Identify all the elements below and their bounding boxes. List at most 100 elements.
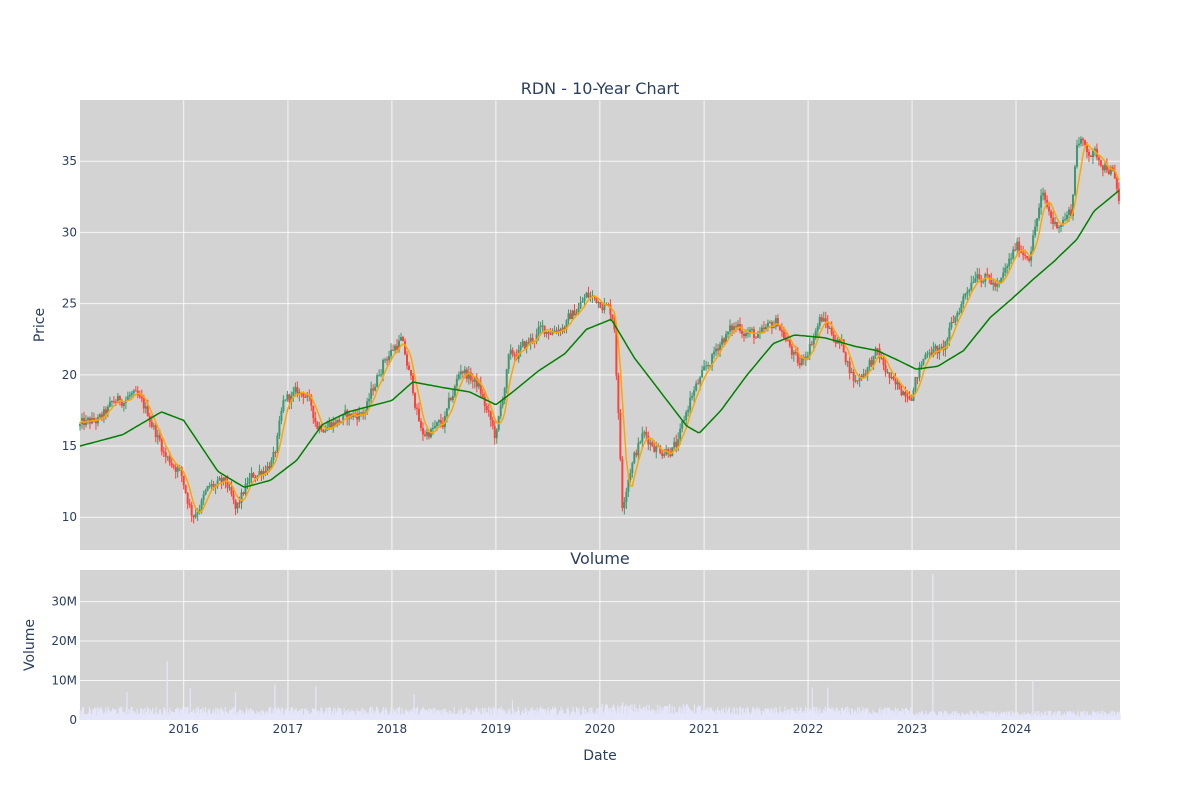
volume-bar: [987, 712, 989, 720]
volume-bar: [752, 707, 754, 720]
volume-bar: [506, 714, 508, 720]
volume-bar: [1014, 712, 1016, 720]
volume-bar: [309, 713, 311, 720]
volume-bar: [197, 706, 199, 720]
volume-bar: [824, 706, 826, 720]
volume-bar: [875, 712, 878, 720]
candle: [565, 319, 568, 334]
volume-bar: [488, 714, 490, 720]
candle-body: [1115, 178, 1118, 189]
candle-body: [693, 390, 696, 396]
candle-body: [513, 354, 516, 356]
volume-bar: [927, 715, 929, 720]
volume-bar: [193, 709, 195, 720]
candle-body: [874, 348, 877, 356]
candle-body: [523, 341, 526, 349]
candle-body: [238, 502, 241, 504]
volume-bar: [317, 710, 320, 720]
volume-bar: [621, 705, 623, 720]
volume-bar: [121, 706, 123, 720]
candle-body: [262, 471, 265, 476]
volume-bar: [536, 707, 538, 720]
volume-bar: [586, 713, 588, 720]
volume-bar: [609, 711, 611, 720]
volume-bar: [828, 707, 831, 720]
volume-bar: [290, 707, 292, 720]
candle-body: [565, 320, 568, 330]
volume-bar: [271, 712, 273, 720]
candle: [384, 357, 387, 364]
volume-bar: [716, 707, 719, 720]
candle-body: [950, 321, 953, 328]
candle-body: [778, 326, 781, 331]
volume-bar: [179, 709, 181, 720]
volume-bar: [407, 712, 409, 720]
candle-body: [729, 325, 732, 332]
volume-bar: [897, 708, 899, 720]
volume-bar: [1007, 711, 1009, 720]
candle-body: [164, 452, 167, 457]
volume-bar: [635, 707, 637, 720]
volume-bar: [228, 713, 230, 720]
volume-bar: [649, 710, 651, 720]
candle-body: [727, 331, 730, 335]
volume-bar: [571, 711, 573, 720]
volume-bar: [509, 708, 511, 720]
candle-body: [346, 410, 349, 419]
candle-body: [976, 274, 979, 279]
volume-bar: [169, 707, 171, 720]
volume-bar: [428, 708, 430, 720]
volume-bar: [127, 714, 129, 720]
volume-bar: [579, 713, 581, 720]
candle-body: [792, 352, 795, 355]
volume-bar: [532, 710, 534, 720]
volume-bar: [1056, 712, 1058, 720]
candle-body: [599, 301, 602, 308]
candle-body: [958, 312, 961, 314]
candle-body: [555, 330, 558, 333]
volume-bar: [968, 714, 970, 720]
volume-bar: [739, 706, 741, 720]
volume-bar: [275, 707, 277, 720]
candle-body: [1038, 207, 1041, 219]
volume-bar: [424, 711, 426, 720]
candle-body: [479, 383, 482, 394]
volume-bar: [294, 709, 296, 720]
volume-bar: [382, 707, 384, 720]
volume-bar: [666, 706, 668, 720]
volume-bar: [472, 711, 474, 720]
candle: [360, 411, 363, 417]
candle-body: [374, 386, 377, 391]
volume-bar: [187, 714, 190, 720]
candle-body: [242, 492, 245, 495]
volume-bar: [454, 714, 456, 720]
volume-bar: [160, 712, 162, 720]
volume-bar: [218, 715, 220, 720]
volume-bar: [569, 714, 572, 720]
candle: [284, 399, 287, 402]
volume-bar: [236, 712, 238, 720]
volume-bar: [145, 712, 147, 720]
candle: [286, 390, 289, 402]
candle-body: [986, 273, 989, 275]
volume-bar: [173, 713, 175, 720]
date-x-tick-label: 2023: [897, 722, 928, 736]
candle-body: [278, 420, 281, 436]
volume-bar: [256, 710, 258, 720]
volume-bar: [459, 710, 461, 720]
volume-bar: [991, 713, 993, 720]
volume-bar: [561, 710, 563, 720]
volume-bar: [556, 714, 558, 720]
volume-bar: [1065, 714, 1067, 720]
volume-bar: [511, 700, 514, 720]
volume-bar: [462, 714, 464, 720]
volume-bar: [234, 692, 237, 720]
volume-bar: [878, 709, 880, 720]
candle: [1036, 217, 1039, 232]
candle: [378, 369, 381, 377]
candle-body: [477, 383, 480, 387]
volume-bar: [883, 709, 885, 720]
candle-body: [266, 466, 269, 473]
candle-body: [1000, 277, 1003, 283]
volume-bar: [397, 714, 399, 720]
